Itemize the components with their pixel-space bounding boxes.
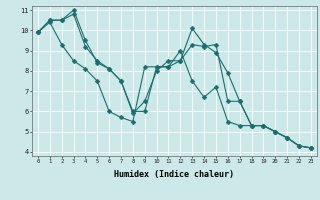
- X-axis label: Humidex (Indice chaleur): Humidex (Indice chaleur): [115, 170, 234, 179]
